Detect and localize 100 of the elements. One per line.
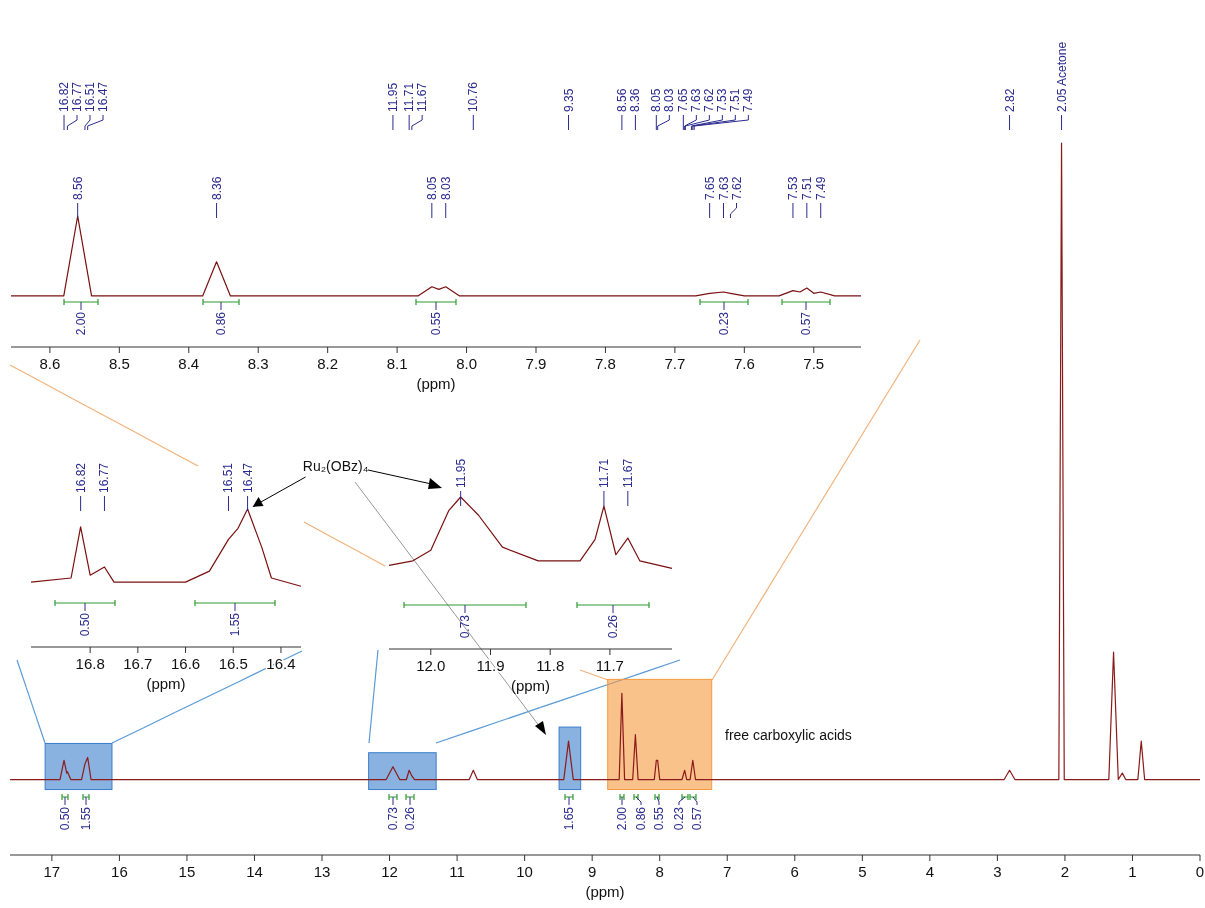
annotation: 0.50 bbox=[58, 806, 72, 831]
annotation: 7.53 bbox=[785, 176, 800, 200]
annotation: 8.36 bbox=[209, 176, 224, 200]
annotation: 7.65 bbox=[676, 88, 691, 112]
annotation: 16.47 bbox=[96, 81, 111, 112]
annotation: 9.35 bbox=[561, 88, 576, 112]
x-tick-label: 11.7 bbox=[595, 657, 624, 674]
annotation: 7.51 bbox=[728, 88, 743, 112]
x-axis-title: (ppm) bbox=[416, 375, 456, 392]
x-tick-label: 8.0 bbox=[456, 355, 477, 372]
annotation: 0.86 bbox=[634, 806, 648, 831]
annotation: 0.23 bbox=[672, 806, 686, 831]
x-tick-label: 5 bbox=[858, 863, 867, 880]
annotation: 11.71 bbox=[402, 82, 417, 112]
x-tick-label: 3 bbox=[993, 863, 1002, 880]
annotation: 10.76 bbox=[466, 81, 481, 112]
annotation: 8.03 bbox=[662, 88, 677, 112]
x-tick-label: 16 bbox=[111, 863, 128, 880]
annotation: 16.77 bbox=[97, 462, 112, 493]
annotation: 7.63 bbox=[689, 88, 704, 112]
annotation: 8.36 bbox=[628, 88, 643, 112]
x-tick-label: 6 bbox=[790, 863, 799, 880]
x-tick-label: 16.6 bbox=[170, 655, 201, 672]
annotation: 2.00 bbox=[74, 311, 88, 336]
x-axis-title: (ppm) bbox=[146, 675, 186, 692]
annotation: 0.86 bbox=[214, 311, 228, 336]
x-tick-label: 8.4 bbox=[178, 355, 200, 372]
x-tick-label: 8.5 bbox=[108, 355, 130, 372]
x-tick-label: 8.3 bbox=[247, 355, 269, 372]
x-axis-title: (ppm) bbox=[585, 883, 625, 900]
annotation: 16.77 bbox=[70, 81, 85, 112]
annotation: 8.05 bbox=[424, 176, 439, 200]
annotation: 7.51 bbox=[799, 176, 814, 200]
x-tick-label: 12 bbox=[381, 863, 398, 880]
annotation: 7.63 bbox=[716, 176, 731, 200]
x-tick-label: 12.0 bbox=[416, 657, 446, 674]
x-tick-label: 13 bbox=[313, 863, 331, 880]
annotation: 2.00 bbox=[615, 806, 629, 831]
annotation: 0.73 bbox=[386, 806, 400, 831]
annotation: 7.49 bbox=[741, 88, 756, 112]
annotation: 0.50 bbox=[78, 612, 92, 637]
annotation: 0.73 bbox=[458, 614, 472, 639]
annotation: 1.55 bbox=[228, 612, 242, 637]
annotation: 0.23 bbox=[717, 311, 731, 336]
annotation: 7.62 bbox=[702, 88, 717, 112]
annotation: 0.55 bbox=[652, 806, 666, 831]
x-axis-title: (ppm) bbox=[510, 677, 551, 694]
x-tick-label: 17 bbox=[43, 863, 61, 880]
x-tick-label: 8.2 bbox=[317, 355, 339, 372]
annotation: 8.56 bbox=[614, 88, 629, 112]
x-tick-label: 7.7 bbox=[664, 355, 686, 372]
annotation: 16.47 bbox=[240, 462, 255, 493]
annotation: 1.55 bbox=[79, 806, 93, 831]
x-tick-label: 7.8 bbox=[595, 355, 616, 372]
annotation: 11.67 bbox=[620, 458, 635, 488]
x-tick-label: 7.5 bbox=[803, 355, 825, 372]
x-tick-label: 10 bbox=[516, 863, 533, 880]
x-tick-label: 1 bbox=[1128, 863, 1137, 880]
annotation: 7.53 bbox=[715, 88, 730, 112]
annotation: 0.57 bbox=[690, 806, 704, 831]
annotation: 2.82 bbox=[1002, 88, 1017, 112]
annotation: 8.03 bbox=[438, 176, 453, 200]
x-tick-label: 7.9 bbox=[525, 355, 547, 372]
annotation: 0.26 bbox=[606, 614, 620, 639]
annotation: 0.55 bbox=[429, 311, 443, 336]
x-tick-label: 16.8 bbox=[75, 655, 105, 672]
x-tick-label: 11.9 bbox=[476, 657, 505, 674]
x-tick-label: 0 bbox=[1195, 863, 1205, 880]
x-tick-label: 9 bbox=[588, 863, 597, 880]
annotation: 1.65 bbox=[562, 806, 576, 831]
annotation: 11.95 bbox=[453, 458, 468, 488]
annotation: 11.95 bbox=[385, 82, 400, 112]
x-tick-label: 15 bbox=[178, 863, 196, 880]
annotation: 16.82 bbox=[73, 462, 88, 493]
x-tick-label: 16.5 bbox=[218, 655, 248, 672]
annotation: 7.49 bbox=[813, 176, 828, 200]
x-tick-label: 16.7 bbox=[123, 655, 153, 672]
x-tick-label: 11 bbox=[449, 863, 465, 880]
x-tick-label: 7.6 bbox=[733, 355, 755, 372]
annotation: 7.62 bbox=[729, 176, 744, 200]
annotation: 11.71 bbox=[596, 458, 611, 488]
annotation: 0.26 bbox=[403, 806, 417, 831]
x-tick-label: 7 bbox=[723, 863, 732, 880]
annotation: Ru₂(OBz)₄ bbox=[302, 458, 369, 474]
annotation: free carboxylic acids bbox=[725, 727, 852, 743]
annotation: 16.82 bbox=[57, 81, 72, 112]
annotation: 16.51 bbox=[83, 81, 98, 112]
x-tick-label: 8.6 bbox=[39, 355, 61, 372]
annotation: 2.05 Acetone bbox=[1054, 41, 1069, 112]
annotation: 8.56 bbox=[70, 176, 85, 200]
annotation: 7.65 bbox=[702, 176, 717, 200]
annotation: 8.05 bbox=[649, 88, 664, 112]
x-tick-label: 2 bbox=[1060, 863, 1070, 880]
x-tick-label: 8.1 bbox=[386, 355, 408, 372]
x-tick-label: 11.8 bbox=[536, 657, 565, 674]
x-tick-label: 8 bbox=[655, 863, 664, 880]
annotation: 11.67 bbox=[415, 82, 430, 112]
x-tick-label: 14 bbox=[246, 863, 263, 880]
annotation: 16.51 bbox=[221, 462, 236, 493]
annotation: 0.57 bbox=[799, 311, 813, 336]
